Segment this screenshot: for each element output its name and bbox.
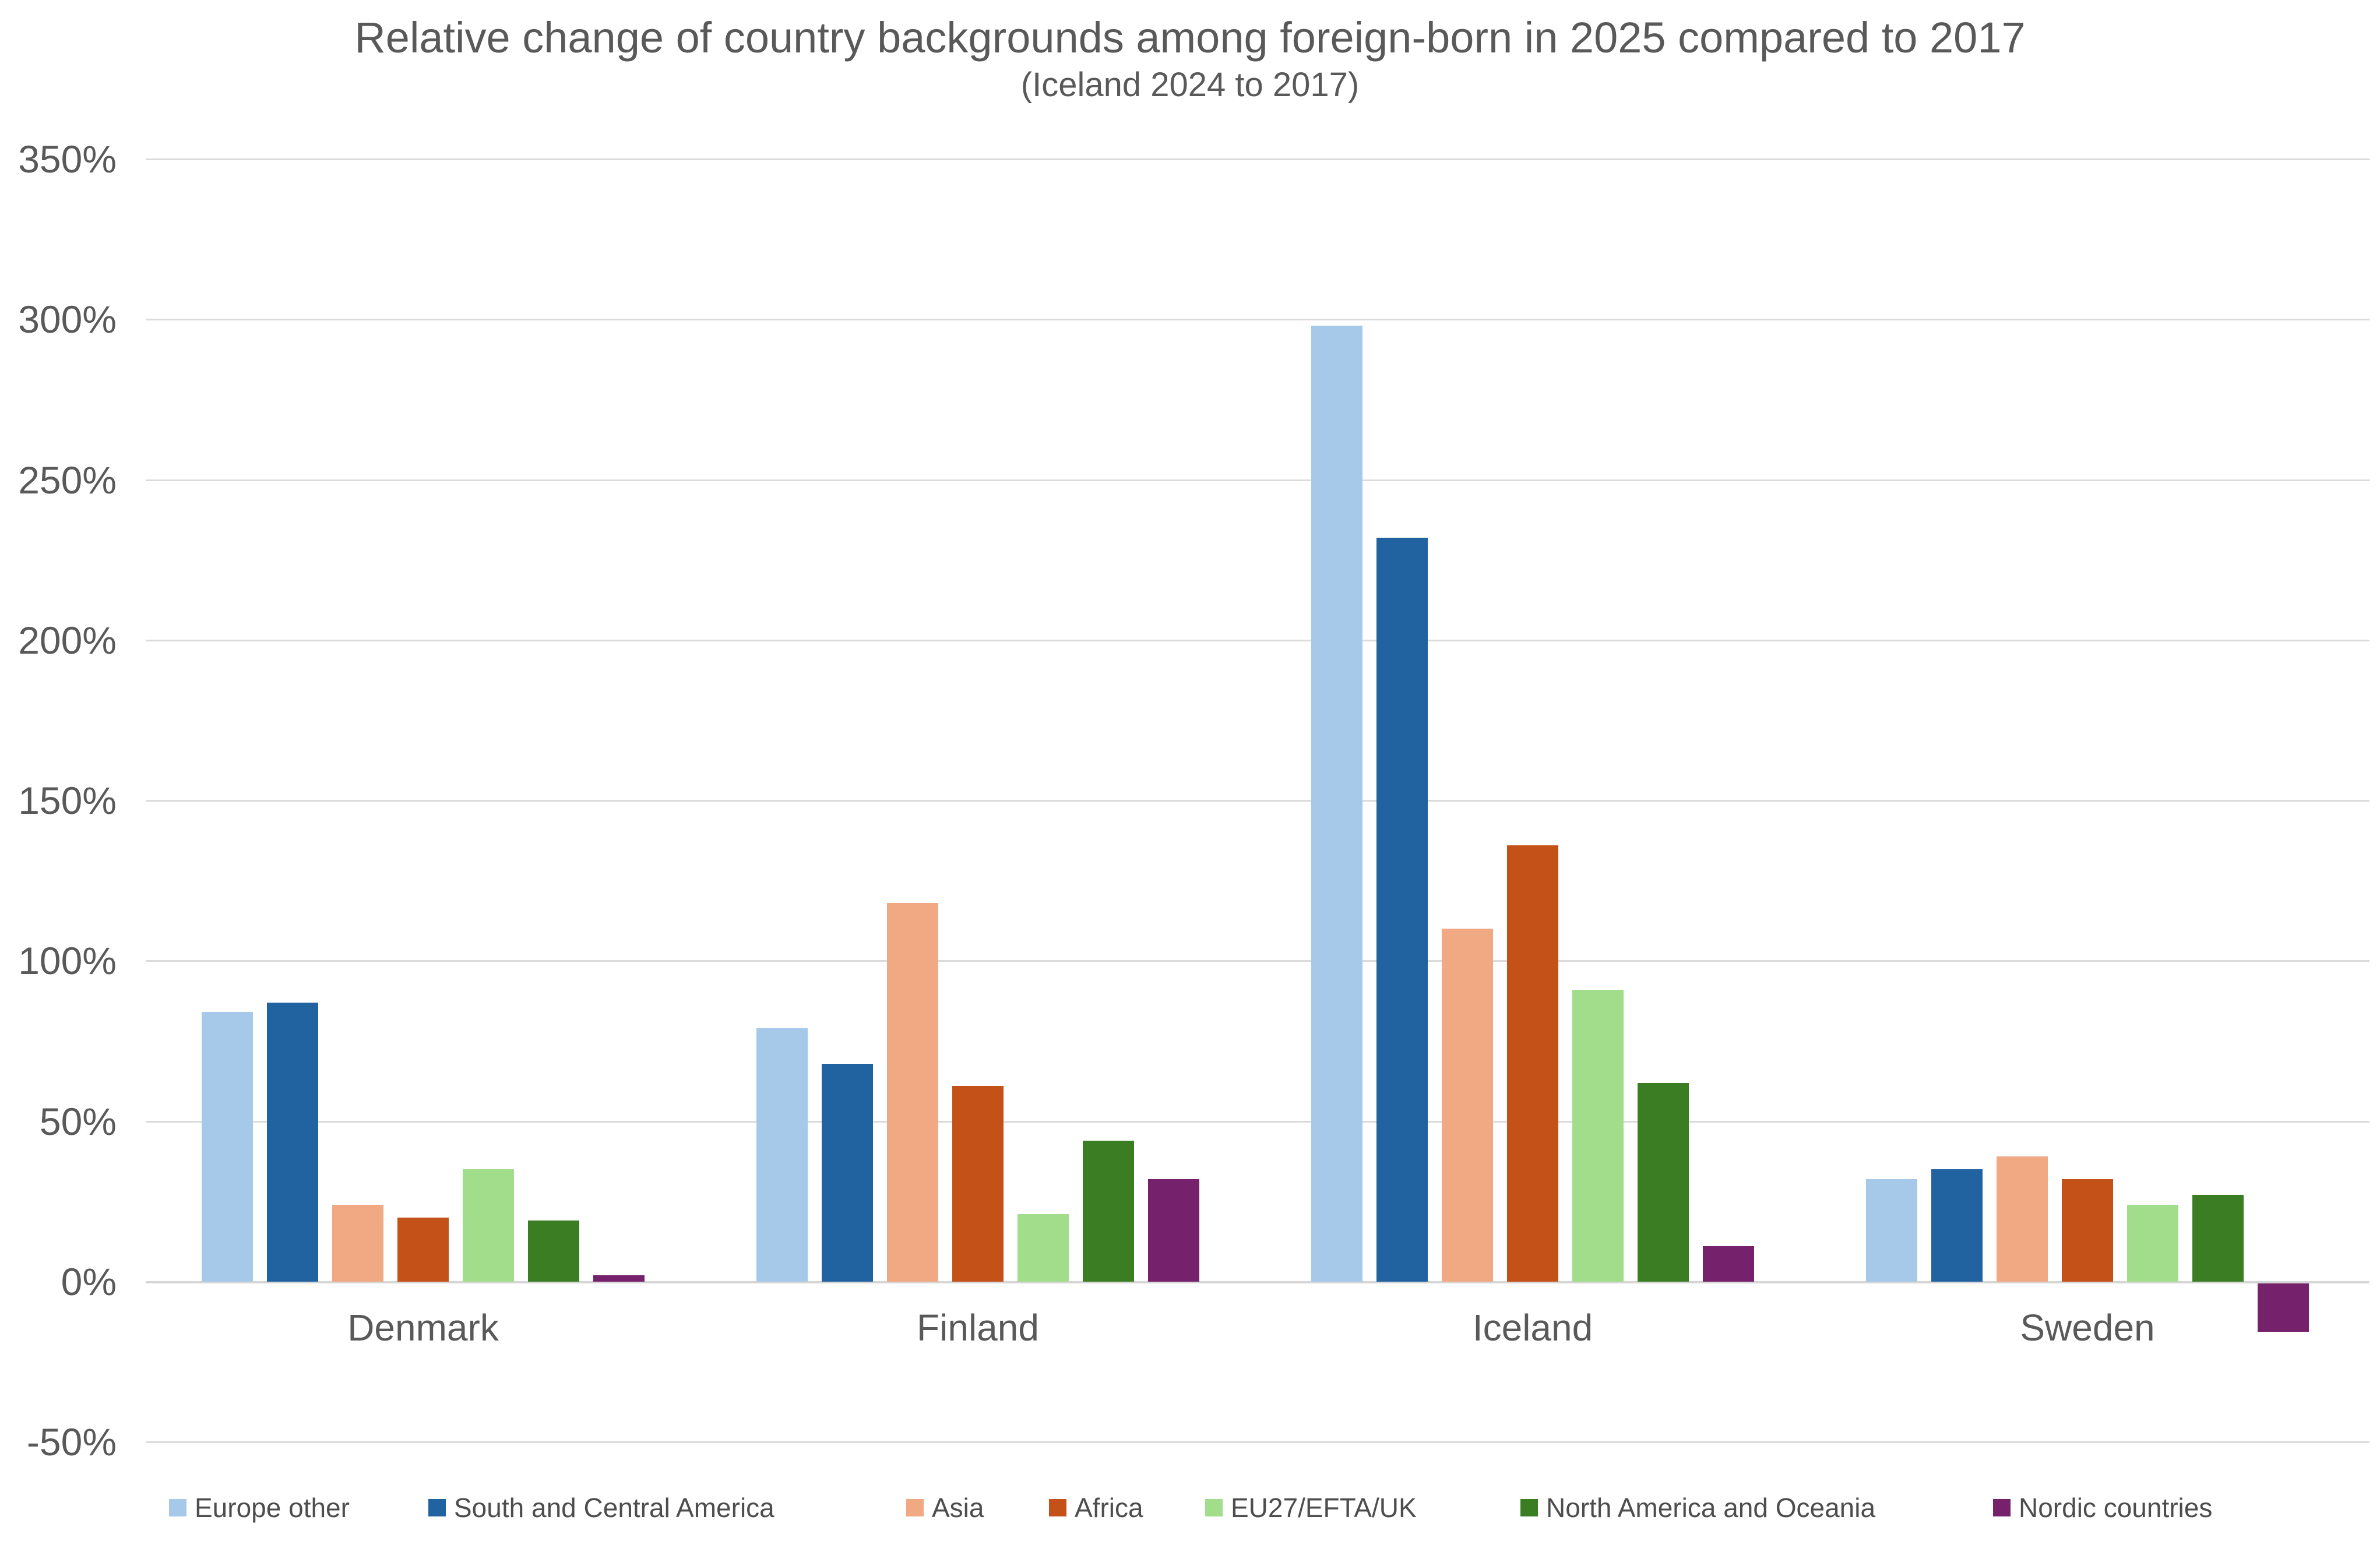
y-tick-label-0: 0% [61, 1260, 117, 1303]
legend-item-nordic-countries: Nordic countries [1993, 1490, 2212, 1525]
gridline-250 [146, 479, 2370, 481]
x-category-label-denmark: Denmark [347, 1307, 499, 1349]
bar-finland-europe-other [756, 1028, 808, 1282]
bar-denmark-eu27-efta-uk [463, 1169, 514, 1282]
gridline--50 [146, 1441, 2370, 1443]
bar-iceland-eu27-efta-uk [1572, 990, 1624, 1282]
bar-denmark-north-america-and-oceania [528, 1221, 579, 1282]
bar-iceland-south-and-central-america [1376, 538, 1428, 1282]
bar-sweden-north-america-and-oceania [2192, 1195, 2244, 1282]
y-tick-label-300: 300% [18, 298, 117, 341]
legend-label-north-america-and-oceania: North America and Oceania [1546, 1493, 1876, 1523]
bar-sweden-europe-other [1866, 1179, 1917, 1282]
legend-item-south-and-central-america: South and Central America [428, 1490, 774, 1525]
legend-item-africa: Africa [1049, 1490, 1143, 1525]
bar-finland-eu27-efta-uk [1018, 1214, 1069, 1282]
legend-swatch-south-and-central-america [428, 1499, 446, 1516]
gridline-100 [146, 960, 2370, 962]
legend-item-europe-other: Europe other [169, 1490, 350, 1525]
bar-finland-north-america-and-oceania [1083, 1141, 1134, 1282]
bar-iceland-europe-other [1311, 326, 1362, 1282]
bar-finland-nordic-countries [1148, 1179, 1199, 1282]
y-tick-label-250: 250% [18, 458, 117, 502]
legend-swatch-eu27-efta-uk [1205, 1499, 1223, 1516]
legend-swatch-asia [906, 1499, 924, 1516]
bar-denmark-asia [332, 1205, 383, 1282]
legend-label-eu27-efta-uk: EU27/EFTA/UK [1231, 1493, 1417, 1523]
y-tick-label-50: -50% [26, 1420, 117, 1463]
bar-finland-africa [952, 1086, 1004, 1282]
x-category-label-iceland: Iceland [1472, 1307, 1593, 1349]
legend: Europe other South and Central America Asi… [0, 1486, 2380, 1526]
y-tick-label-150: 150% [18, 779, 117, 822]
legend-item-asia: Asia [906, 1490, 984, 1525]
legend-label-africa: Africa [1075, 1493, 1143, 1523]
gridline-200 [146, 640, 2370, 641]
y-tick-label-100: 100% [18, 939, 117, 982]
legend-item-eu27-efta-uk: EU27/EFTA/UK [1205, 1490, 1417, 1525]
bar-sweden-asia [1997, 1156, 2048, 1282]
legend-swatch-north-america-and-oceania [1520, 1499, 1538, 1516]
gridline-50 [146, 1121, 2370, 1123]
legend-swatch-africa [1049, 1499, 1066, 1516]
bar-denmark-nordic-countries [593, 1275, 645, 1282]
gridline-150 [146, 800, 2370, 802]
y-tick-label-200: 200% [18, 619, 117, 662]
x-category-label-finland: Finland [917, 1307, 1039, 1349]
chart-title: Relative change of country backgrounds a… [354, 13, 2026, 62]
bar-sweden-eu27-efta-uk [2127, 1205, 2178, 1282]
bar-iceland-africa [1507, 845, 1558, 1282]
bar-iceland-north-america-and-oceania [1638, 1083, 1689, 1282]
gridline-350 [146, 158, 2370, 160]
legend-swatch-nordic-countries [1993, 1499, 2011, 1516]
bar-sweden-nordic-countries [2258, 1283, 2309, 1332]
gridline-300 [146, 319, 2370, 320]
x-axis-line [146, 1281, 2370, 1283]
legend-label-europe-other: Europe other [195, 1493, 350, 1523]
legend-swatch-europe-other [169, 1499, 186, 1516]
bar-denmark-south-and-central-america [267, 1003, 318, 1282]
legend-item-north-america-and-oceania: North America and Oceania [1520, 1490, 1875, 1525]
bar-sweden-africa [2062, 1179, 2113, 1282]
bar-sweden-south-and-central-america [1931, 1169, 1983, 1282]
bar-denmark-africa [397, 1218, 449, 1282]
x-category-label-sweden: Sweden [2020, 1307, 2155, 1349]
bar-denmark-europe-other [202, 1012, 253, 1282]
bar-iceland-asia [1442, 929, 1493, 1282]
bar-finland-south-and-central-america [822, 1064, 873, 1282]
y-tick-label-350: 350% [18, 137, 117, 181]
bar-iceland-nordic-countries [1703, 1246, 1754, 1282]
legend-label-south-and-central-america: South and Central America [454, 1493, 774, 1523]
chart-subtitle: (Iceland 2024 to 2017) [1020, 66, 1360, 104]
legend-label-nordic-countries: Nordic countries [2019, 1493, 2213, 1523]
y-tick-label-50: 50% [39, 1100, 117, 1143]
bar-finland-asia [887, 903, 938, 1282]
legend-label-asia: Asia [932, 1493, 984, 1523]
